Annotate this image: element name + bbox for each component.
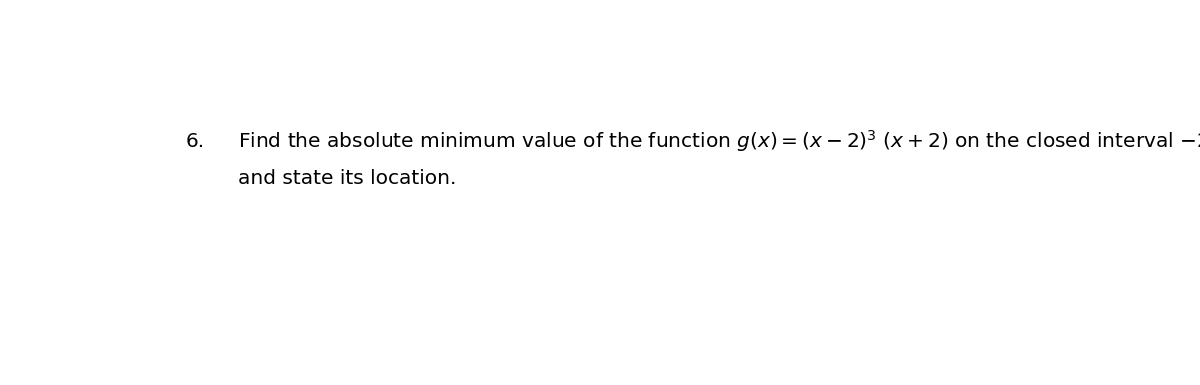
Text: and state its location.: and state its location. (239, 169, 457, 187)
Text: Find the absolute minimum value of the function $g(x) = (x - 2)^3\ (x + 2)$ on t: Find the absolute minimum value of the f… (239, 128, 1200, 154)
Text: 6.: 6. (185, 132, 204, 151)
